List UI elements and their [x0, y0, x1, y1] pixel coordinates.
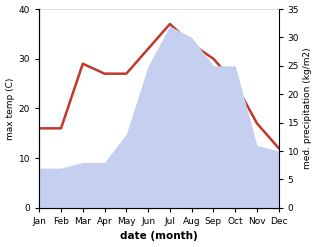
Y-axis label: med. precipitation (kg/m2): med. precipitation (kg/m2)	[303, 48, 313, 169]
Y-axis label: max temp (C): max temp (C)	[5, 77, 15, 140]
X-axis label: date (month): date (month)	[120, 231, 198, 242]
